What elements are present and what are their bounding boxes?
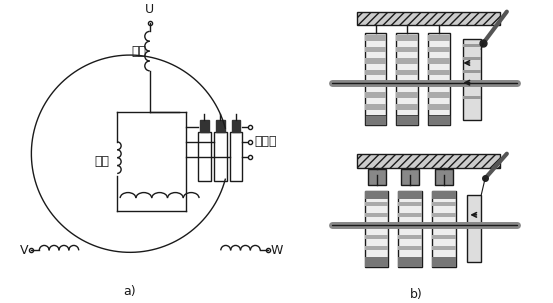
Bar [365, 202, 388, 206]
Bar [428, 58, 450, 64]
Bar [357, 12, 500, 25]
Bar [432, 191, 456, 267]
Bar [365, 115, 387, 125]
Bar [365, 235, 388, 239]
Bar [397, 70, 418, 75]
Bar [428, 35, 450, 41]
Bar [428, 33, 450, 125]
Text: 集电环: 集电环 [254, 135, 277, 148]
Bar [397, 92, 418, 98]
Bar [463, 44, 481, 47]
Bar [397, 58, 418, 64]
Text: 转子: 转子 [95, 155, 109, 168]
Bar [428, 70, 450, 75]
Text: V: V [20, 244, 28, 257]
Bar [467, 195, 481, 262]
Bar [397, 115, 418, 125]
Bar [398, 213, 422, 217]
Bar [397, 33, 418, 125]
Bar [463, 96, 481, 99]
Polygon shape [216, 120, 225, 132]
Bar [401, 169, 419, 185]
Bar [365, 35, 387, 41]
Bar [365, 104, 387, 109]
Bar [432, 257, 456, 267]
Bar [398, 224, 422, 228]
Bar [398, 245, 422, 250]
Bar [428, 47, 450, 52]
Bar [463, 39, 481, 120]
Bar [463, 83, 481, 86]
Bar [365, 58, 387, 64]
Bar [365, 191, 388, 267]
Bar [368, 169, 385, 185]
Bar [365, 191, 388, 199]
Bar [398, 235, 422, 239]
Bar [365, 70, 387, 75]
Bar [432, 245, 456, 250]
Bar [229, 132, 242, 181]
Bar [214, 132, 227, 181]
Bar [398, 191, 422, 267]
Text: W: W [271, 244, 284, 257]
Bar [397, 47, 418, 52]
Bar [428, 115, 450, 125]
Bar [357, 154, 500, 168]
Bar [397, 81, 418, 87]
Bar [365, 81, 387, 87]
Bar [432, 213, 456, 217]
Bar [428, 81, 450, 87]
Polygon shape [200, 120, 209, 132]
Text: 定子: 定子 [132, 45, 147, 58]
Bar [463, 70, 481, 73]
Bar [432, 202, 456, 206]
Bar [397, 35, 418, 41]
Bar [398, 257, 422, 267]
Bar [432, 191, 456, 199]
Text: a): a) [124, 285, 137, 298]
Bar [428, 92, 450, 98]
Bar [398, 191, 422, 199]
Bar [365, 33, 387, 125]
Bar [435, 169, 452, 185]
Bar [365, 257, 388, 267]
Bar [432, 235, 456, 239]
Bar [365, 224, 388, 228]
Text: b): b) [410, 288, 422, 301]
Polygon shape [232, 120, 241, 132]
Bar [365, 213, 388, 217]
Bar [397, 104, 418, 109]
Text: U: U [145, 3, 154, 15]
Bar [365, 92, 387, 98]
Bar [432, 224, 456, 228]
Bar [365, 245, 388, 250]
Bar [463, 57, 481, 60]
Bar [398, 202, 422, 206]
Bar [428, 104, 450, 109]
Bar [365, 47, 387, 52]
Bar [198, 132, 211, 181]
